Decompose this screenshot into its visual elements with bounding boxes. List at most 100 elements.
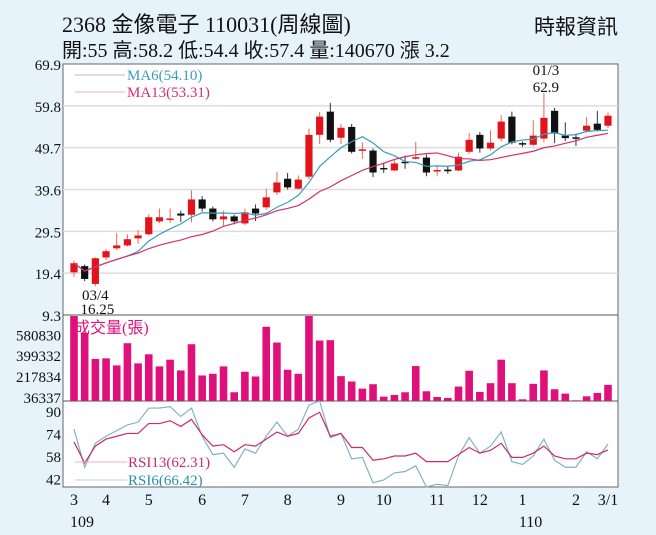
- candle-body: [486, 142, 495, 149]
- volume-label: 成交量(張): [74, 319, 149, 337]
- candle-body: [444, 169, 452, 172]
- volume-bar: [486, 383, 495, 401]
- candle-body: [70, 263, 78, 273]
- candle-body: [294, 179, 302, 189]
- x-tick-label: 2: [572, 492, 580, 509]
- candle-body: [134, 235, 142, 239]
- volume-bar: [177, 370, 185, 401]
- volume-bar: [497, 359, 505, 401]
- candle-body: [113, 245, 121, 249]
- ma13-line: [73, 132, 609, 272]
- volume-bar: [80, 332, 89, 401]
- high-value-label: 62.9: [533, 80, 559, 96]
- volume-bar: [358, 388, 367, 401]
- candle-body: [529, 135, 537, 145]
- x-tick-label: 3/1: [598, 492, 618, 509]
- candle-body: [518, 143, 527, 145]
- price-tick-label: 49.7: [35, 142, 62, 158]
- quote-summary: 開:55 高:58.2 低:54.4 收:57.4 量:140670 漲 3.2: [62, 39, 450, 62]
- rsi13-line: [73, 411, 609, 465]
- price-tick-label: 69.9: [35, 58, 61, 74]
- x-year-label: 109: [70, 514, 94, 531]
- volume-bar: [315, 340, 324, 401]
- volume-bar: [187, 344, 196, 401]
- volume-bar: [251, 376, 260, 401]
- candle-body: [337, 127, 345, 138]
- candle-body: [476, 134, 484, 149]
- x-tick-label: 6: [198, 492, 206, 509]
- x-tick-label: 1: [519, 492, 527, 509]
- candle-body: [572, 137, 580, 139]
- candle-body: [358, 149, 366, 151]
- x-tick-label: 8: [284, 492, 292, 509]
- volume-bar: [283, 369, 292, 401]
- volume-bar: [123, 343, 132, 401]
- volume-bar: [604, 384, 612, 401]
- volume-bar: [476, 391, 484, 401]
- candle-body: [198, 199, 206, 209]
- volume-bar: [70, 316, 78, 401]
- source-label: 時報資訊: [534, 15, 618, 39]
- volume-bar: [337, 376, 345, 401]
- volume-bar: [219, 366, 228, 401]
- volume-tick-label: 36337: [24, 391, 62, 407]
- candle-body: [454, 156, 463, 171]
- volume-bar: [529, 383, 538, 401]
- candle-body: [91, 258, 99, 284]
- volume-bar: [369, 384, 377, 401]
- candle-body: [604, 115, 612, 126]
- candle-body: [593, 123, 601, 130]
- volume-tick-label: 217834: [16, 370, 62, 386]
- volume-bar: [550, 389, 559, 401]
- volume-tick-label: 580830: [16, 328, 61, 344]
- candle-body: [219, 216, 228, 220]
- ma13-legend-label: MA13(53.31): [127, 85, 210, 101]
- volume-bar: [411, 366, 420, 401]
- candle-body: [412, 157, 420, 159]
- candle-body: [540, 117, 548, 139]
- candle-body: [390, 163, 398, 171]
- candle-body: [123, 239, 131, 246]
- volume-bar: [262, 326, 271, 401]
- volume-bar: [166, 359, 174, 401]
- candle-body: [583, 125, 591, 131]
- candle-body: [422, 157, 431, 173]
- candle-body: [209, 208, 217, 220]
- candle-body: [369, 150, 377, 173]
- volume-bar: [390, 394, 399, 401]
- volume-bar: [444, 397, 452, 401]
- volume-tick-label: 399332: [16, 349, 61, 365]
- rsi13-legend-label: RSI13(62.31): [128, 455, 210, 471]
- x-year-label: 110: [519, 514, 542, 531]
- volume-bar: [401, 392, 409, 401]
- volume-bar: [230, 392, 238, 401]
- candle-body: [305, 134, 313, 177]
- x-tick-label: 9: [337, 492, 345, 509]
- candle-body: [155, 217, 164, 222]
- candle-body: [166, 218, 174, 220]
- volume-bar: [582, 396, 591, 401]
- volume-bar: [465, 370, 473, 401]
- volume-bar: [508, 383, 516, 401]
- candle-body: [251, 208, 260, 214]
- candle-body: [273, 182, 281, 193]
- rsi-legend: RSI13(62.31) RSI6(66.42): [75, 455, 210, 489]
- x-tick-label: 7: [241, 492, 249, 509]
- x-tick-label: 4: [102, 492, 110, 509]
- candle-body: [508, 116, 516, 143]
- candle-body: [284, 178, 292, 188]
- volume-bar: [347, 381, 356, 401]
- volume-bar: [454, 386, 463, 401]
- candle-body: [102, 251, 110, 258]
- volume-bar: [422, 391, 431, 401]
- rsi-tick-label: 42: [46, 473, 61, 489]
- price-tick-label: 9.3: [42, 309, 61, 325]
- candle-body: [401, 161, 409, 164]
- volume-bar: [518, 399, 527, 401]
- candle-body: [316, 116, 324, 135]
- volume-bar: [112, 365, 121, 401]
- candle-body: [241, 212, 249, 224]
- candle-body: [497, 121, 505, 139]
- ma-legend: MA6(54.10) MA13(53.31): [75, 68, 210, 101]
- volume-bar: [326, 340, 335, 401]
